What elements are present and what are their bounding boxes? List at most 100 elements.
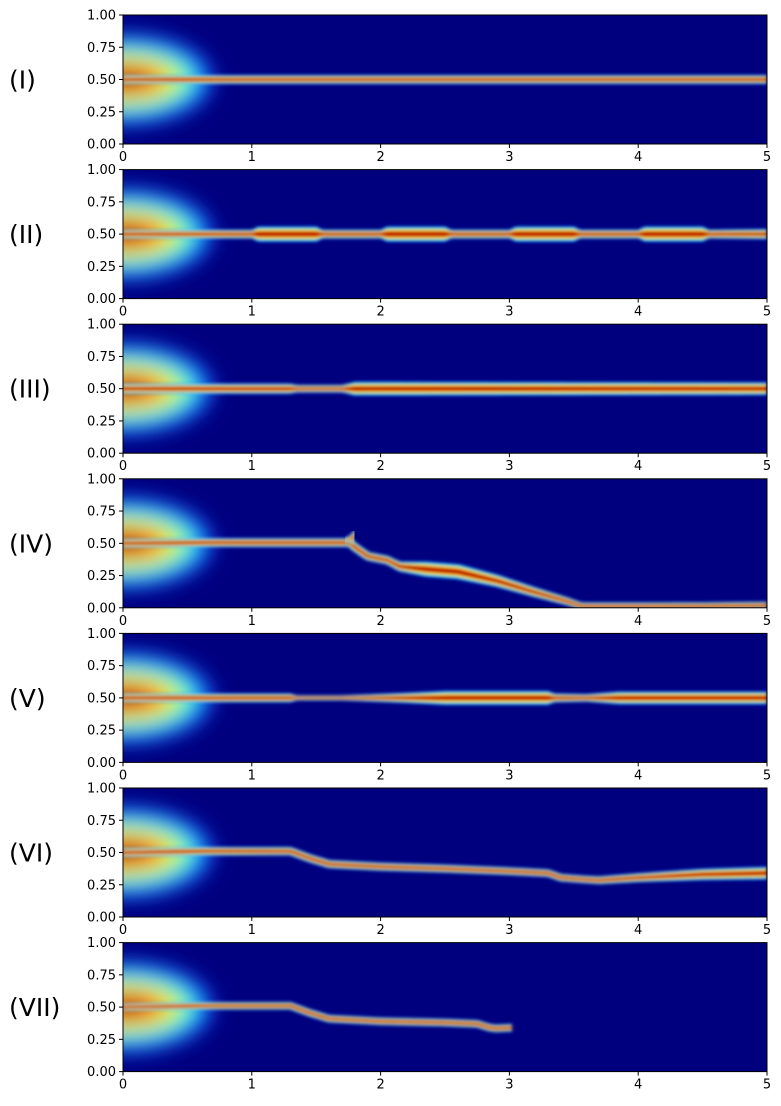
- x-tick-label: 4: [634, 614, 642, 629]
- heatmap-field: [123, 961, 513, 1054]
- y-tick-label: 0.00: [87, 292, 116, 307]
- y-tick-label: 0.75: [87, 814, 116, 829]
- y-tick-label: 0.00: [87, 1065, 116, 1080]
- panel-label: (III): [9, 375, 51, 404]
- x-tick-label: 2: [376, 305, 384, 320]
- y-tick-label: 0.75: [87, 505, 116, 520]
- y-tick-label: 1.00: [87, 627, 116, 642]
- y-tick-label: 0.00: [87, 601, 116, 616]
- y-tick-label: 0.00: [87, 447, 116, 462]
- y-tick-label: 0.25: [87, 569, 116, 584]
- x-tick-label: 1: [248, 1078, 256, 1093]
- heatmap-field: [123, 651, 767, 744]
- x-tick-label: 5: [763, 1078, 771, 1093]
- x-tick-label: 4: [634, 1078, 642, 1093]
- y-tick-label: 0.50: [87, 73, 116, 88]
- y-tick-label: 0.50: [87, 537, 116, 552]
- x-tick-label: 5: [763, 459, 771, 474]
- x-tick-label: 3: [505, 150, 513, 165]
- x-tick-label: 3: [505, 305, 513, 320]
- x-tick-label: 2: [376, 150, 384, 165]
- panel-7: 0 1 2 3 4 5 0.00 0.25 0.50 0.75 1.00 (VII): [9, 936, 771, 1093]
- streak: [123, 381, 767, 396]
- x-tick-label: 0: [119, 305, 127, 320]
- y-tick-label: 0.25: [87, 414, 116, 429]
- x-tick-label: 2: [376, 614, 384, 629]
- y-tick-label: 0.75: [87, 195, 116, 210]
- y-tick-label: 0.75: [87, 350, 116, 365]
- y-tick-label: 1.00: [87, 318, 116, 333]
- heatmap-field: [123, 188, 767, 281]
- streak: [123, 1001, 513, 1033]
- panel-label: (VII): [9, 993, 60, 1022]
- y-tick-label: 1.00: [87, 163, 116, 178]
- x-tick-label: 5: [763, 923, 771, 938]
- heatmap-field: [123, 33, 767, 126]
- y-tick-label: 0.50: [87, 228, 116, 243]
- streak: [123, 690, 767, 705]
- y-tick-label: 1.00: [87, 9, 116, 24]
- x-tick-label: 3: [505, 1078, 513, 1093]
- x-tick-label: 5: [763, 768, 771, 783]
- x-tick-label: 4: [634, 923, 642, 938]
- x-tick-label: 0: [119, 1078, 127, 1093]
- x-tick-label: 1: [248, 150, 256, 165]
- y-tick-label: 1.00: [87, 472, 116, 487]
- x-tick-label: 2: [376, 923, 384, 938]
- x-tick-label: 1: [248, 768, 256, 783]
- y-tick-label: 0.25: [87, 105, 116, 120]
- panel-label: (II): [9, 220, 43, 249]
- x-tick-label: 1: [248, 614, 256, 629]
- x-tick-label: 3: [505, 923, 513, 938]
- y-tick-label: 0.50: [87, 382, 116, 397]
- y-tick-label: 0.00: [87, 756, 116, 771]
- panel-6: 0 1 2 3 4 5 0.00 0.25 0.50 0.75 1.00 (VI): [9, 782, 771, 939]
- x-tick-label: 4: [634, 768, 642, 783]
- x-tick-label: 4: [634, 305, 642, 320]
- streak: [123, 538, 767, 608]
- x-tick-label: 0: [119, 768, 127, 783]
- x-tick-label: 5: [763, 305, 771, 320]
- x-tick-label: 3: [505, 614, 513, 629]
- y-tick-label: 0.75: [87, 968, 116, 983]
- panel-4: 0 1 2 3 4 5 0.00 0.25 0.50 0.75 1.00 (IV): [9, 472, 771, 629]
- x-tick-label: 3: [505, 459, 513, 474]
- panel-2: 0 1 2 3 4 5 0.00 0.25 0.50 0.75 1.00 (II): [9, 163, 771, 320]
- panel-3: 0 1 2 3 4 5 0.00 0.25 0.50 0.75 1.00 (III): [9, 318, 771, 475]
- heatmap-field: [123, 806, 767, 899]
- panel-label: (V): [9, 684, 46, 713]
- panel-label: (I): [9, 66, 36, 95]
- y-tick-label: 0.25: [87, 724, 116, 739]
- y-tick-label: 0.00: [87, 138, 116, 153]
- y-tick-label: 0.25: [87, 1033, 116, 1048]
- streak: [123, 226, 767, 242]
- x-tick-label: 3: [505, 768, 513, 783]
- x-tick-label: 0: [119, 459, 127, 474]
- panel-label: (VI): [9, 839, 53, 868]
- x-tick-label: 4: [634, 459, 642, 474]
- x-tick-label: 1: [248, 459, 256, 474]
- x-tick-label: 0: [119, 150, 127, 165]
- x-tick-label: 2: [376, 459, 384, 474]
- x-tick-label: 1: [248, 923, 256, 938]
- y-tick-label: 0.50: [87, 846, 116, 861]
- streak-branch: [343, 527, 358, 545]
- x-tick-label: 2: [376, 1078, 384, 1093]
- y-tick-label: 0.25: [87, 878, 116, 893]
- x-tick-label: 0: [119, 614, 127, 629]
- y-tick-label: 0.50: [87, 1001, 116, 1016]
- panel-label: (IV): [9, 529, 53, 558]
- panel-1: 0 1 2 3 4 5 0.00 0.25 0.50 0.75 1.00 (I): [9, 9, 771, 166]
- x-tick-label: 2: [376, 768, 384, 783]
- streak: [123, 846, 767, 885]
- heatmap-field: [123, 497, 767, 608]
- streak: [123, 74, 767, 85]
- source-blob: [123, 651, 213, 744]
- x-tick-label: 4: [634, 150, 642, 165]
- y-tick-label: 0.00: [87, 911, 116, 926]
- x-tick-label: 1: [248, 305, 256, 320]
- y-tick-label: 0.25: [87, 260, 116, 275]
- x-tick-label: 0: [119, 923, 127, 938]
- y-tick-label: 1.00: [87, 936, 116, 951]
